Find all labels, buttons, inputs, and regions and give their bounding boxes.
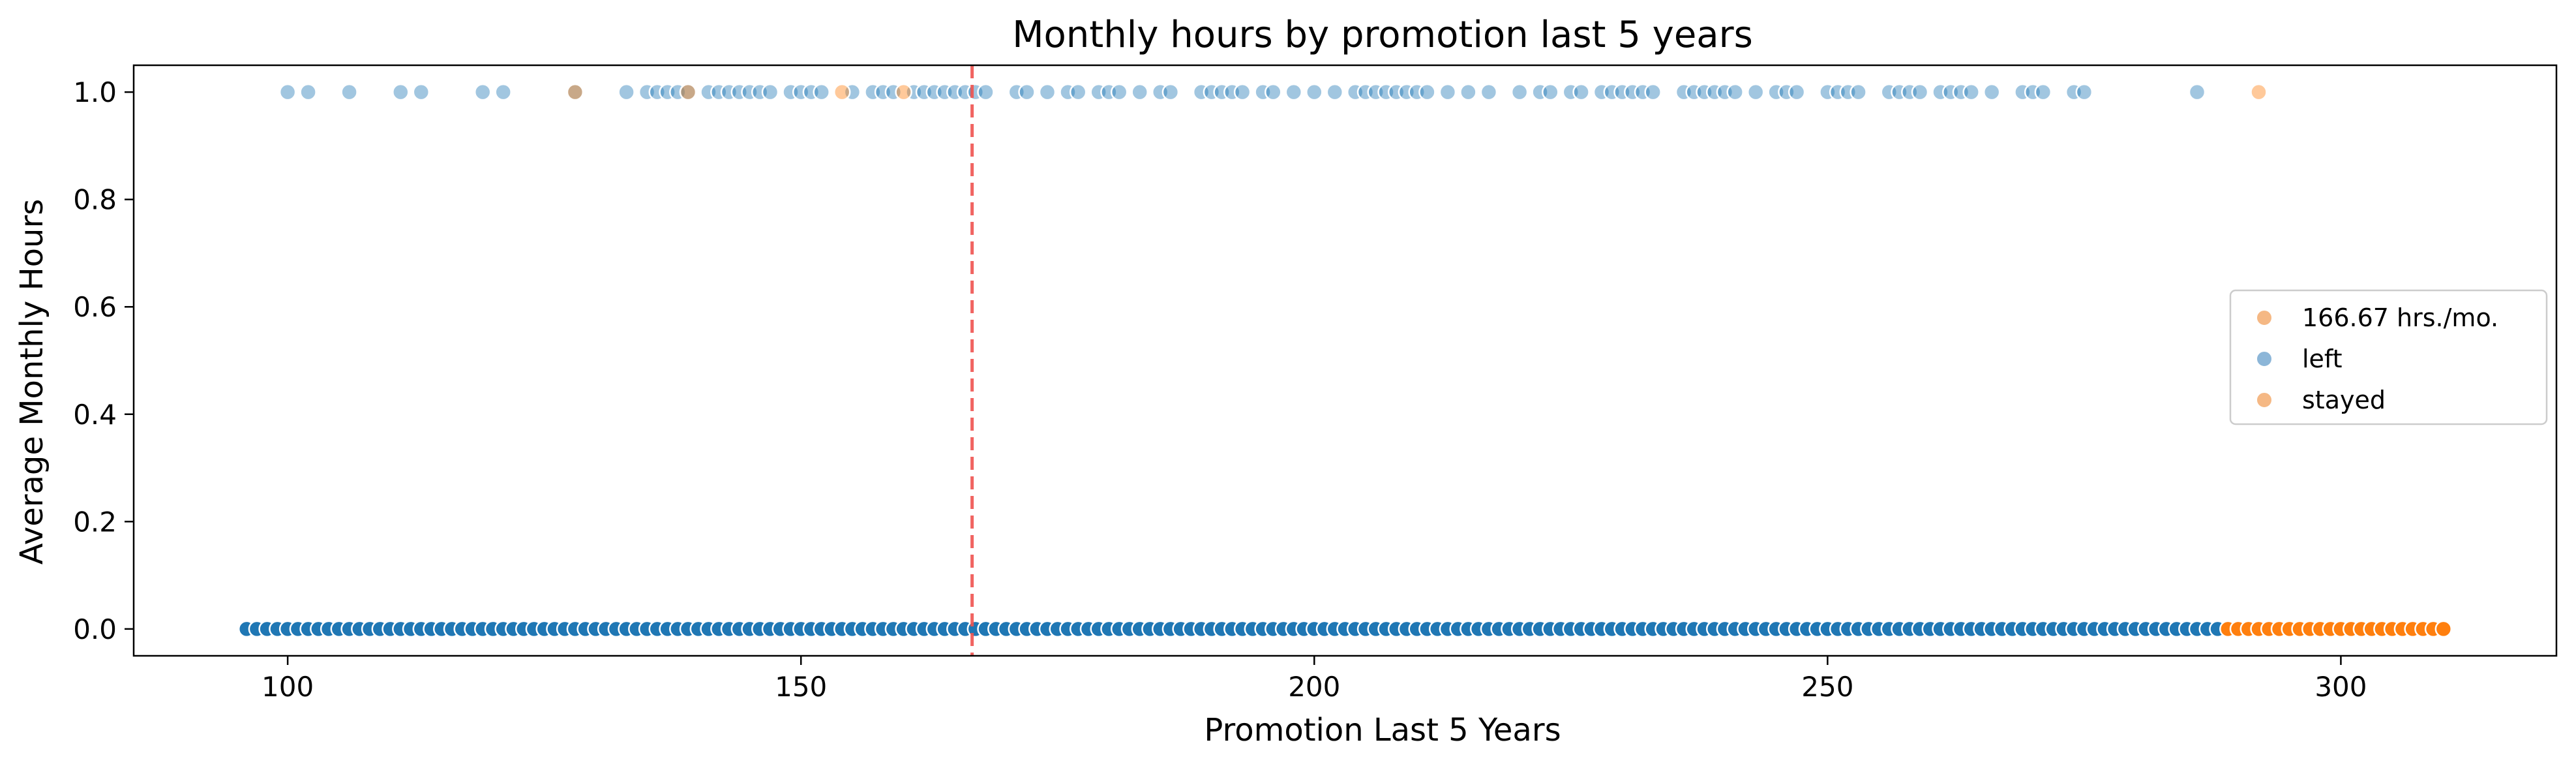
data-point	[813, 83, 830, 101]
data-point	[494, 83, 512, 101]
data-point	[977, 83, 995, 101]
data-point	[1306, 83, 1323, 101]
data-point	[2075, 83, 2093, 101]
data-point	[2188, 83, 2206, 101]
data-point	[2034, 83, 2052, 101]
y-tick-label: 0.2	[73, 506, 117, 538]
x-tick-label: 200	[1288, 671, 1340, 703]
data-point	[1542, 83, 1559, 101]
data-point	[1983, 83, 2001, 101]
data-point	[1911, 83, 1929, 101]
data-point	[1572, 83, 1590, 101]
legend-box	[2229, 289, 2548, 425]
data-point	[299, 83, 317, 101]
data-point	[1285, 83, 1303, 101]
legend-marker	[2256, 350, 2273, 367]
data-point	[1131, 83, 1148, 101]
data-point	[1962, 83, 1980, 101]
x-tick-label: 150	[775, 671, 827, 703]
data-point	[1069, 83, 1087, 101]
data-point	[1480, 83, 1498, 101]
y-tick-label: 0.4	[73, 399, 117, 431]
data-point	[679, 83, 697, 101]
y-tick-label: 0.6	[73, 291, 117, 323]
data-point	[1644, 83, 1662, 101]
x-tick-label: 100	[262, 671, 314, 703]
plot-frame	[132, 64, 2558, 657]
legend-label: left	[2302, 345, 2343, 373]
data-point	[2250, 83, 2268, 101]
data-point	[566, 83, 584, 101]
series-left-2	[278, 83, 2206, 101]
y-tick-label: 0.8	[73, 184, 117, 216]
data-point	[1788, 83, 1806, 101]
data-point	[1326, 83, 1344, 101]
data-point	[761, 83, 779, 101]
data-point	[1850, 83, 1867, 101]
series-stayed-3	[566, 83, 2268, 101]
series-stayed-1	[2219, 620, 2453, 638]
data-point	[1018, 83, 1036, 101]
x-tick-label: 250	[1801, 671, 1853, 703]
data-point	[1038, 83, 1056, 101]
data-point	[340, 83, 358, 101]
legend-marker	[2256, 392, 2273, 408]
x-axis-label: Promotion Last 5 Years	[1204, 712, 1561, 748]
legend: 166.67 hrs./mo. left stayed	[2229, 289, 2548, 425]
legend-marker	[2256, 309, 2273, 326]
y-axis-label: Average Monthly Hours	[14, 199, 50, 564]
data-point	[1726, 83, 1744, 101]
data-point	[1265, 83, 1282, 101]
data-point	[2434, 620, 2453, 638]
data-point	[1460, 83, 1477, 101]
y-tick-label: 1.0	[73, 76, 117, 108]
data-point	[618, 83, 635, 101]
data-point	[1233, 83, 1251, 101]
chart-title: Monthly hours by promotion last 5 years	[1012, 14, 1753, 56]
y-tick-label: 0.0	[73, 613, 117, 645]
legend-label: stayed	[2302, 386, 2386, 414]
plot-area: 100 150 200 250 300 0.0 0.2 0.4 0.6 0.8 1.0	[73, 64, 2558, 703]
data-point	[392, 83, 410, 101]
data-point	[1161, 83, 1180, 101]
data-point	[833, 83, 851, 101]
data-point	[1439, 83, 1457, 101]
data-point	[1510, 83, 1529, 101]
data-point	[412, 83, 430, 101]
data-point	[1110, 83, 1128, 101]
data-point	[1418, 83, 1436, 101]
data-point	[1746, 83, 1765, 101]
data-point	[895, 83, 912, 101]
data-point	[473, 83, 492, 101]
legend-label: 166.67 hrs./mo.	[2302, 303, 2498, 332]
series-left-0	[237, 620, 2226, 638]
x-tick-label: 300	[2314, 671, 2367, 703]
data-point	[278, 83, 297, 101]
